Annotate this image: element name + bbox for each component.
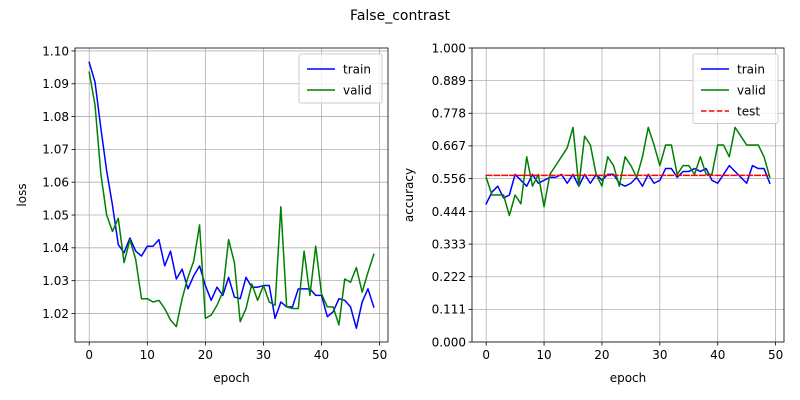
loss-y-axis-label: loss — [15, 183, 29, 206]
accuracy-y-tick-label: 0.111 — [432, 303, 466, 317]
accuracy-x-tick-label: 50 — [768, 348, 783, 362]
accuracy-x-tick-label: 10 — [536, 348, 551, 362]
loss-y-tick-label: 1.08 — [42, 110, 69, 124]
accuracy-x-axis-label: epoch — [610, 371, 647, 385]
accuracy-legend-box — [692, 53, 779, 124]
accuracy-legend-test-label: test — [737, 104, 760, 118]
loss-x-tick-label: 30 — [256, 348, 271, 362]
accuracy-x-tick-label: 0 — [482, 348, 490, 362]
loss-y-tick-label: 1.02 — [42, 307, 69, 321]
accuracy-y-tick-label: 1.000 — [432, 41, 466, 55]
figure-title: False_contrast — [350, 8, 450, 24]
loss-legend-train-label: train — [343, 62, 371, 76]
loss-x-tick-label: 20 — [198, 348, 213, 362]
loss-x-tick-label: 40 — [314, 348, 329, 362]
accuracy-y-tick-label: 0.667 — [432, 139, 466, 153]
accuracy-y-tick-label: 0.000 — [432, 335, 466, 349]
loss-y-tick-label: 1.05 — [42, 208, 69, 222]
loss-y-tick-label: 1.06 — [42, 176, 69, 190]
loss-y-tick-label: 1.04 — [42, 241, 69, 255]
accuracy-legend-train-label: train — [737, 62, 765, 76]
accuracy-axes-frame — [471, 47, 785, 343]
loss-axes-frame — [74, 47, 389, 343]
loss-y-tick-label: 1.07 — [42, 143, 69, 157]
accuracy-y-tick-label: 0.889 — [432, 74, 466, 88]
loss-series-valid-line — [88, 71, 375, 328]
accuracy-x-tick-label: 20 — [594, 348, 609, 362]
accuracy-y-tick-label: 0.222 — [432, 270, 466, 284]
accuracy-y-tick-label: 0.444 — [432, 205, 466, 219]
accuracy-y-axis-label: accuracy — [402, 168, 416, 222]
loss-y-tick-label: 1.10 — [42, 44, 69, 58]
accuracy-y-tick-label: 0.778 — [432, 107, 466, 121]
accuracy-x-tick-label: 40 — [710, 348, 725, 362]
loss-x-tick-label: 10 — [140, 348, 155, 362]
loss-legend-valid-label: valid — [343, 83, 372, 97]
loss-x-tick-label: 0 — [85, 348, 93, 362]
loss-y-tick-label: 1.09 — [42, 77, 69, 91]
loss-x-tick-label: 50 — [372, 348, 387, 362]
loss-y-tick-label: 1.03 — [42, 274, 69, 288]
accuracy-series-valid-line — [485, 126, 771, 217]
loss-x-axis-label: epoch — [213, 371, 250, 385]
accuracy-legend-valid-label: valid — [737, 83, 766, 97]
loss-series-train-line — [88, 61, 375, 329]
accuracy-y-tick-label: 0.333 — [432, 237, 466, 251]
loss-chart: 0 10 20 30 40 50 1.02 1.03 1.04 1.05 1.06 1.07 1.08 1… — [15, 44, 389, 385]
accuracy-chart: 0 10 20 30 40 50 0.000 0.111 0.222 0.333 0.444 0.55… — [402, 41, 785, 385]
accuracy-y-tick-label: 0.556 — [432, 172, 466, 186]
accuracy-x-tick-label: 30 — [652, 348, 667, 362]
